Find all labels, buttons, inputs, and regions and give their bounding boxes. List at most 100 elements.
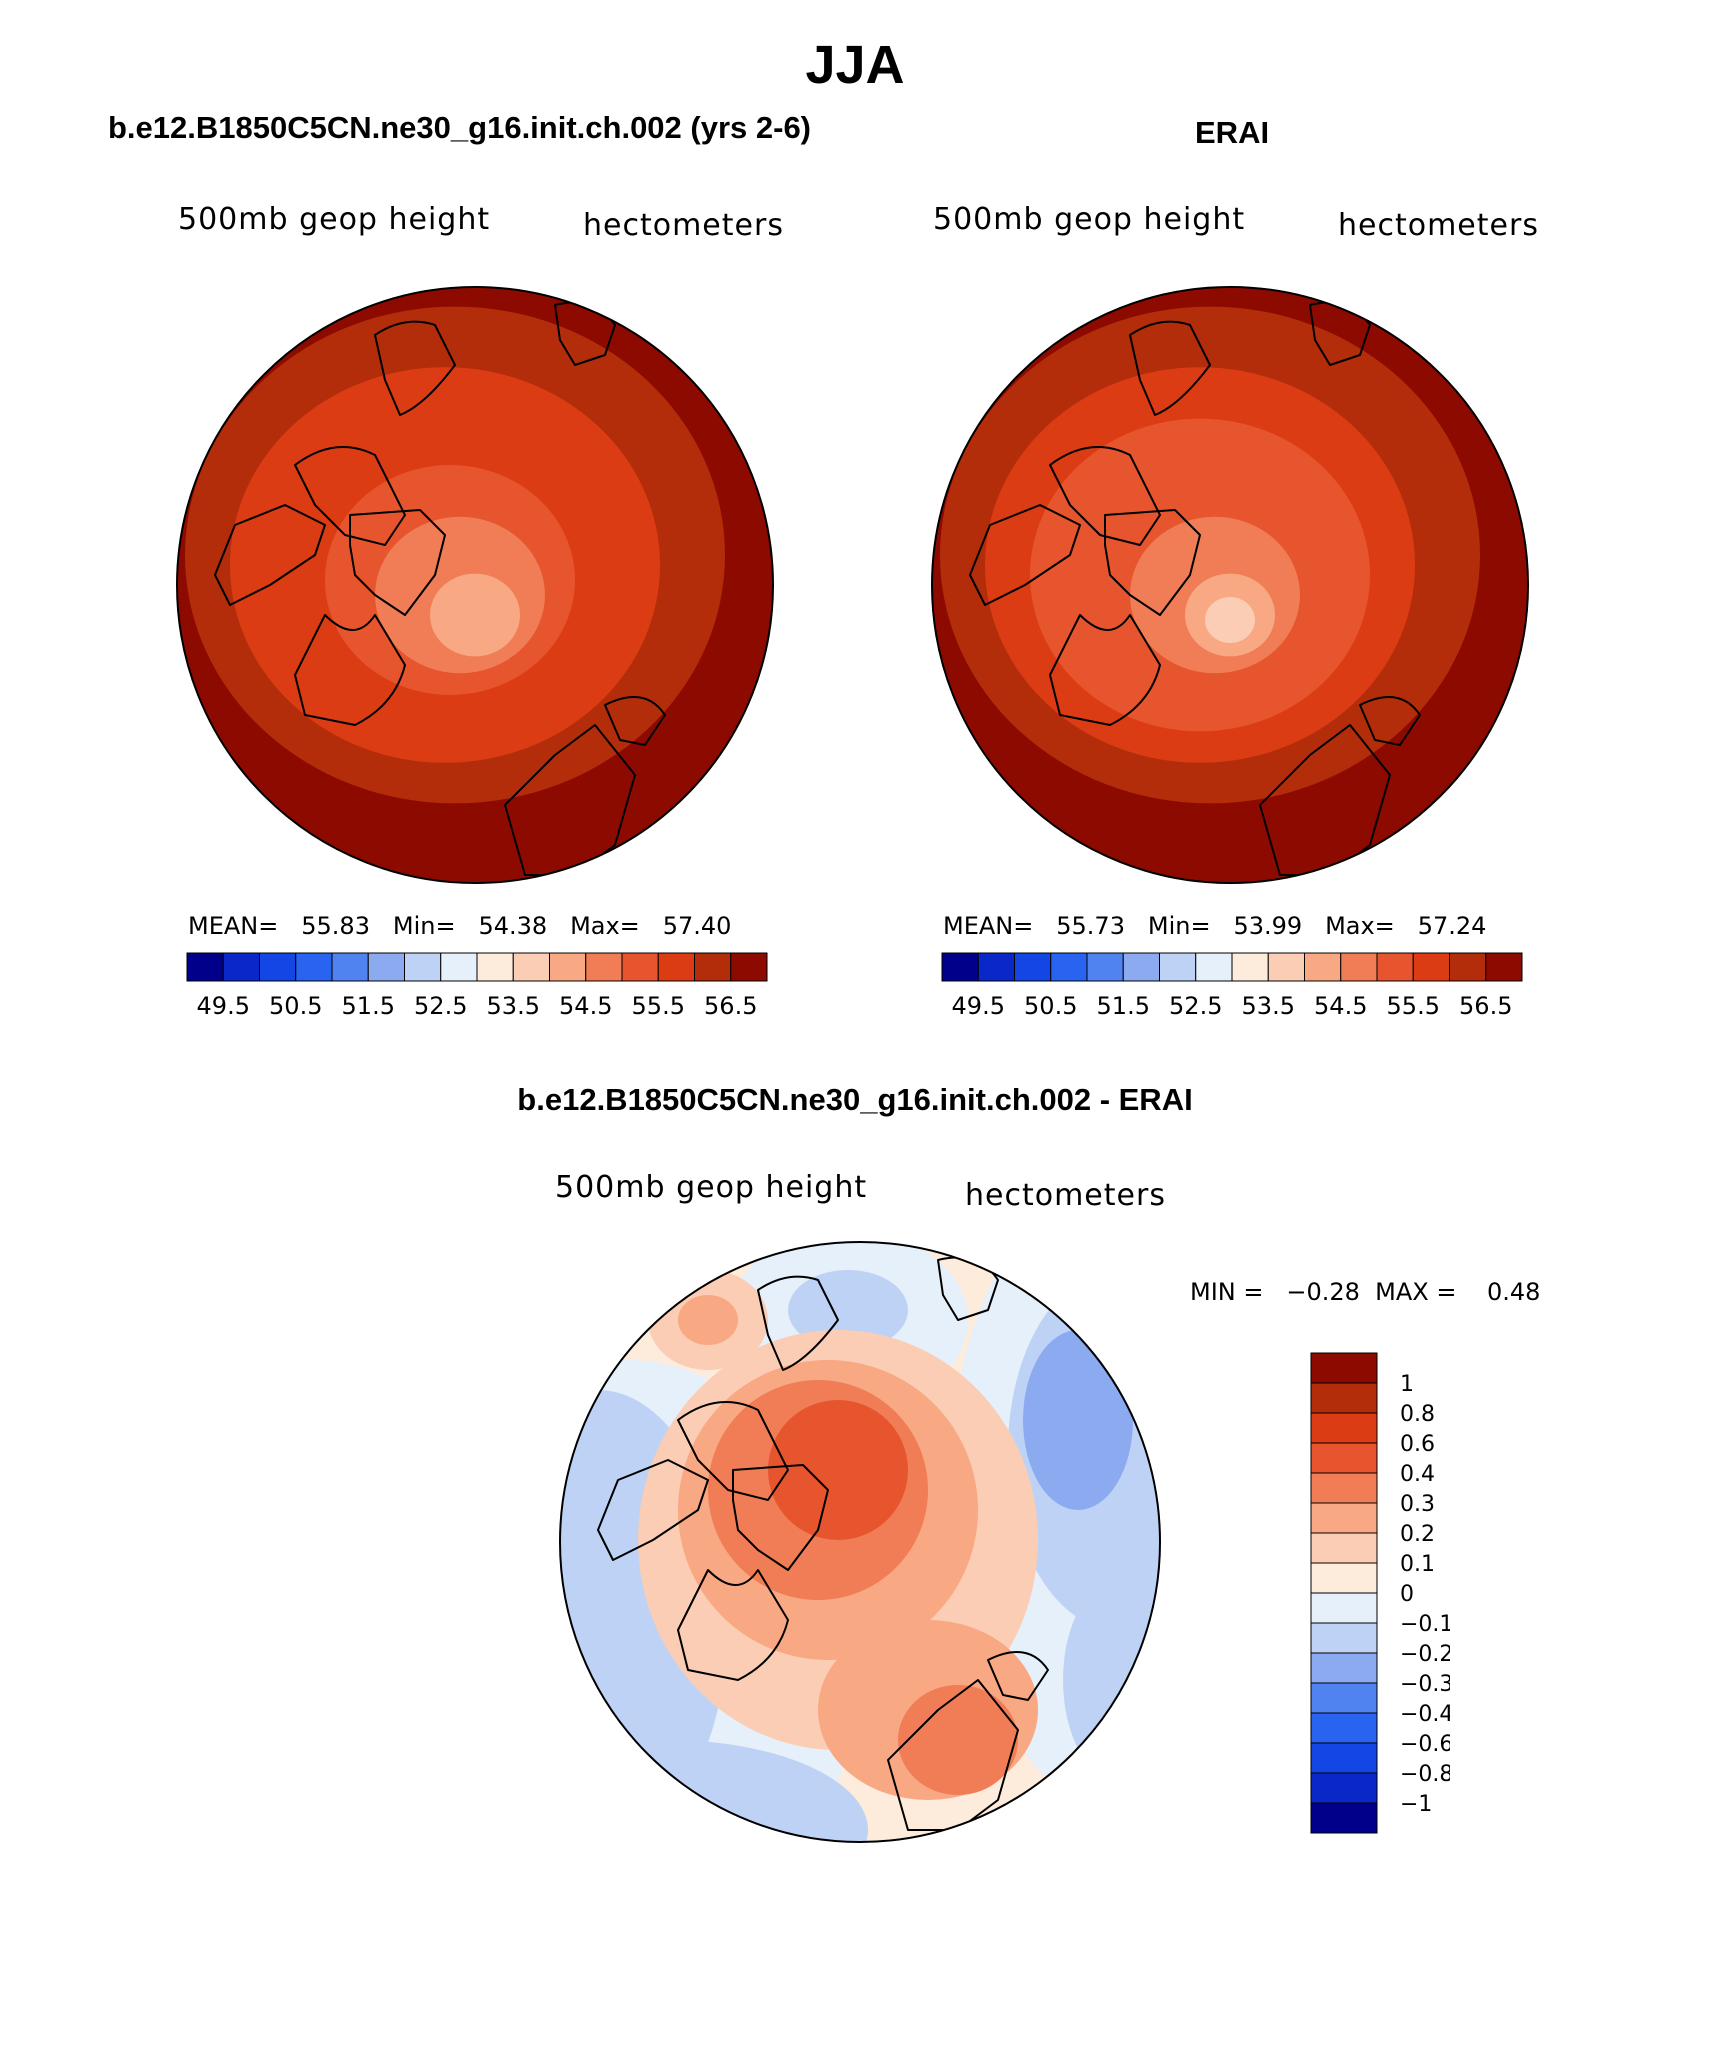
colorbar-model: 49.5 50.5 51.5 52.5 53.5 54.5 55.5 56.5 — [186, 952, 768, 1020]
field-label-model: 500mb geop height — [178, 202, 491, 237]
colorbar-tick-label: −0.8 — [1400, 1762, 1450, 1787]
colorbar-swatch — [1310, 1622, 1378, 1654]
colorbar-tick-label: 53.5 — [487, 992, 540, 1020]
colorbar-swatch — [1050, 952, 1088, 982]
max-label: Max= — [1325, 912, 1395, 940]
colorbar-tick-label: 52.5 — [1169, 992, 1222, 1020]
colorbar-tick-label: 56.5 — [1459, 992, 1512, 1020]
colorbar-tick-label: 51.5 — [1097, 992, 1150, 1020]
coastline — [677, 1569, 789, 1681]
colorbar-swatch — [694, 952, 732, 982]
contour-band — [1023, 1330, 1133, 1510]
colorbar-swatch — [621, 952, 659, 982]
colorbar-tick-label: 49.5 — [952, 992, 1005, 1020]
stats-model: MEAN= 55.83 Min= 54.38 Max= 57.40 — [188, 912, 731, 940]
coastlines-obs — [969, 301, 1421, 876]
colorbar-swatch — [1310, 1352, 1378, 1384]
colorbar-tick-label: 50.5 — [269, 992, 322, 1020]
diff-minmax: MIN = −0.28 MAX = 0.48 — [1190, 1278, 1541, 1306]
colorbar-swatch — [941, 952, 979, 982]
coastline — [1049, 446, 1161, 546]
mean-label: MEAN= — [943, 912, 1034, 940]
colorbar-tick-label: 52.5 — [414, 992, 467, 1020]
colorbar-swatch — [222, 952, 260, 982]
coastline — [214, 504, 326, 606]
colorbar-swatch — [1310, 1772, 1378, 1804]
colorbar-swatch — [1014, 952, 1052, 982]
colorbar-tick-label: 1 — [1400, 1372, 1414, 1397]
colorbar-swatch — [1310, 1472, 1378, 1504]
colorbar-tick-label: 56.5 — [704, 992, 757, 1020]
coastline — [294, 446, 406, 546]
contour-band — [678, 1295, 738, 1345]
contour-band — [788, 1270, 908, 1350]
colorbar-swatch — [1310, 1562, 1378, 1594]
colorbar-tick-label: 0 — [1400, 1582, 1414, 1607]
coastline — [969, 504, 1081, 606]
colorbar-swatch — [512, 952, 550, 982]
colorbar-swatch — [295, 952, 333, 982]
map-border-diff — [559, 1241, 1161, 1843]
coastline — [677, 1401, 789, 1501]
colorbar-swatch — [1267, 952, 1305, 982]
panel-title-model: b.e12.B1850C5CN.ne30_g16.init.ch.002 (yr… — [108, 110, 812, 145]
coastline — [504, 724, 636, 876]
colorbar-tick-label: 49.5 — [197, 992, 250, 1020]
colorbar-swatch — [977, 952, 1015, 982]
units-label-diff: hectometers — [965, 1178, 1166, 1213]
colorbar-tick-label: 0.3 — [1400, 1492, 1435, 1517]
colorbar-tick-label: 51.5 — [342, 992, 395, 1020]
colorbar-swatch — [1086, 952, 1124, 982]
colorbar-swatch — [1231, 952, 1269, 982]
colorbar-tick-label: −0.6 — [1400, 1732, 1450, 1757]
colorbar-swatch — [404, 952, 442, 982]
colorbar-swatch — [585, 952, 623, 982]
colorbar-swatch — [1376, 952, 1414, 982]
polar-map-obs — [931, 286, 1529, 884]
coastline — [597, 1459, 709, 1561]
max-value: 57.24 — [1417, 912, 1487, 940]
colorbar-swatch — [1159, 952, 1197, 982]
colorbar-tick-label: 54.5 — [559, 992, 612, 1020]
colorbar-tick-label: −1 — [1400, 1792, 1432, 1817]
max-value: 57.40 — [662, 912, 732, 940]
polar-map-diff — [559, 1241, 1161, 1843]
units-label-model: hectometers — [583, 208, 784, 243]
colorbar-swatch — [186, 952, 224, 982]
colorbar-swatch — [1310, 1532, 1378, 1564]
coastline — [1129, 320, 1211, 416]
mean-value: 55.83 — [301, 912, 370, 940]
page-title: JJA — [805, 35, 905, 95]
coastline — [1104, 509, 1201, 616]
colorbar-swatch — [657, 952, 695, 982]
mean-label: MEAN= — [188, 912, 279, 940]
coastline — [987, 1651, 1049, 1701]
coastline — [374, 320, 456, 416]
colorbar-swatch — [1340, 952, 1378, 982]
colorbar-tick-label: 0.8 — [1400, 1402, 1435, 1427]
coastline — [1359, 696, 1421, 746]
contour-band — [768, 1400, 908, 1540]
colorbar-swatch — [1122, 952, 1160, 982]
coastline — [732, 1464, 829, 1571]
coastline — [1259, 724, 1391, 876]
units-label-obs: hectometers — [1338, 208, 1539, 243]
panel-title-obs: ERAI — [1195, 115, 1270, 150]
field-label-diff: 500mb geop height — [555, 1170, 868, 1205]
colorbar-tick-label: 0.2 — [1400, 1522, 1435, 1547]
colorbar-swatch — [476, 952, 514, 982]
colorbar-swatch — [440, 952, 478, 982]
colorbar-swatch — [259, 952, 297, 982]
colorbar-swatch — [730, 952, 768, 982]
coastline — [887, 1679, 1019, 1831]
colorbar-tick-label: −0.4 — [1400, 1702, 1450, 1727]
colorbar-tick-label: 54.5 — [1314, 992, 1367, 1020]
colorbar-swatch — [1310, 1712, 1378, 1744]
contour-band — [430, 573, 520, 657]
contour-fill-model — [177, 287, 773, 883]
min-value: 54.38 — [478, 912, 548, 940]
map-border-obs — [931, 286, 1529, 884]
coastline — [604, 696, 666, 746]
colorbar-obs: 49.5 50.5 51.5 52.5 53.5 54.5 55.5 56.5 — [941, 952, 1523, 1020]
colorbar-swatch — [1304, 952, 1342, 982]
